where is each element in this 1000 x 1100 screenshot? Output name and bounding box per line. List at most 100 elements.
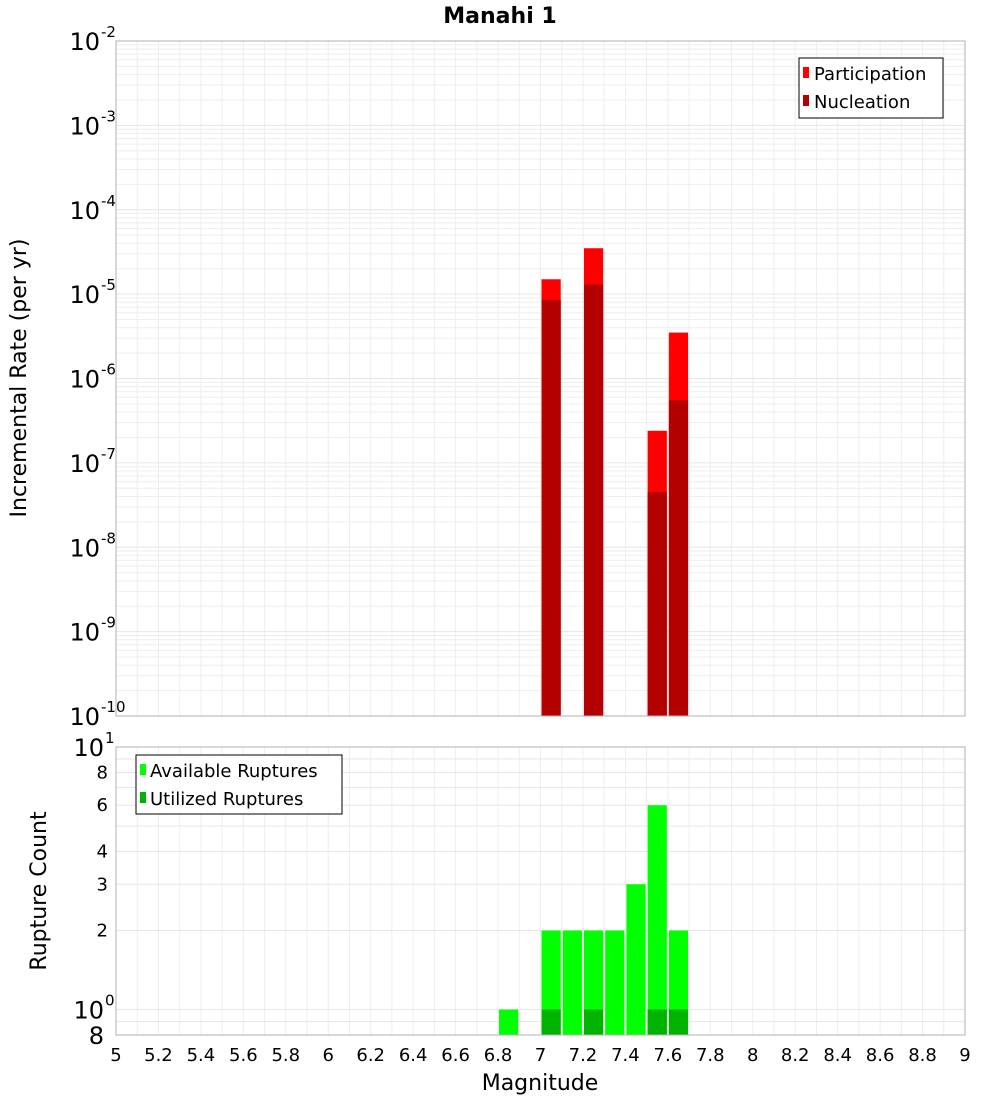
top-y-tick-base: 10 bbox=[69, 112, 100, 140]
available-ruptures-bar bbox=[541, 930, 561, 1035]
bottom-y-axis-title: Rupture Count bbox=[27, 811, 52, 971]
bottom-bars bbox=[499, 805, 689, 1035]
x-tick-label: 5.4 bbox=[187, 1045, 216, 1066]
x-tick-label: 5.2 bbox=[144, 1045, 173, 1066]
available-ruptures-bar bbox=[562, 930, 582, 1035]
bottom-y-tick-major: 10 1 bbox=[73, 729, 114, 762]
top-y-tick-base: 10 bbox=[69, 534, 100, 562]
bottom-y-tick-exp: 1 bbox=[105, 729, 115, 747]
top-y-tick-base: 10 bbox=[69, 450, 100, 478]
legend-swatch-available bbox=[140, 764, 146, 775]
top-y-tick-exp: -4 bbox=[101, 192, 116, 210]
x-tick-label: 7 bbox=[535, 1045, 546, 1066]
bottom-y-tick-exp: 0 bbox=[105, 992, 115, 1010]
top-y-tick: 10 -7 bbox=[69, 445, 116, 478]
bottom-y-tick-major: 8 bbox=[89, 1022, 104, 1050]
bottom-y-tick: 2 bbox=[97, 921, 108, 942]
top-grid bbox=[115, 41, 966, 717]
x-tick-label: 6.4 bbox=[399, 1045, 428, 1066]
x-tick-label: 7.6 bbox=[654, 1045, 683, 1066]
bottom-y-tick-major: 10 0 bbox=[73, 992, 114, 1025]
top-y-tick-base: 10 bbox=[69, 366, 100, 394]
top-y-tick: 10 -9 bbox=[69, 614, 116, 647]
top-y-tick-exp: -8 bbox=[101, 529, 116, 547]
top-y-tick: 10 -3 bbox=[69, 107, 116, 140]
bottom-legend-box bbox=[135, 754, 343, 815]
x-tick-label: 8.6 bbox=[866, 1045, 895, 1066]
top-legend: Participation Nucleation bbox=[798, 57, 944, 119]
top-y-tick-exp: -5 bbox=[101, 276, 116, 294]
top-y-tick-exp: -6 bbox=[101, 361, 116, 379]
available-ruptures-bar bbox=[647, 805, 667, 1035]
utilized-ruptures-bar bbox=[668, 1009, 689, 1035]
nucleation-bar bbox=[583, 284, 604, 716]
legend-swatch-utilized bbox=[140, 792, 146, 803]
top-y-tick: 10 -5 bbox=[69, 276, 116, 309]
available-ruptures-bar bbox=[583, 930, 604, 1035]
top-y-tick-exp: -2 bbox=[101, 23, 116, 41]
top-y-tick-exp: -9 bbox=[101, 614, 116, 632]
top-y-tick-base: 10 bbox=[69, 619, 100, 647]
legend-label-nucleation: Nucleation bbox=[814, 92, 910, 113]
x-ticks: 5 5.2 5.4 5.6 5.8 6 6.2 6.4 6.6 6.8 7 7.2 7.4 7.6 7.8 8… bbox=[110, 1045, 970, 1066]
top-y-tick-exp: -3 bbox=[101, 107, 116, 125]
utilized-ruptures-bar bbox=[583, 1009, 604, 1035]
x-tick-label: 7.2 bbox=[569, 1045, 598, 1066]
x-tick-label: 6.2 bbox=[356, 1045, 385, 1066]
x-tick-label: 8.8 bbox=[908, 1045, 937, 1066]
x-tick-label: 5.8 bbox=[271, 1045, 300, 1066]
nucleation-bar bbox=[647, 492, 667, 716]
nucleation-bar bbox=[668, 400, 689, 716]
bottom-legend: Available Ruptures Utilized Ruptures bbox=[135, 754, 343, 815]
bottom-y-tick-base: 10 bbox=[73, 997, 104, 1025]
x-axis-title: Magnitude bbox=[482, 1071, 599, 1096]
bottom-y-tick: 8 bbox=[97, 762, 108, 783]
top-y-tick: 10 -4 bbox=[69, 192, 116, 225]
top-y-tick-base: 10 bbox=[69, 28, 100, 56]
top-y-tick-exp: -10 bbox=[101, 698, 126, 716]
x-tick-label: 5.6 bbox=[229, 1045, 258, 1066]
x-tick-label: 9 bbox=[959, 1045, 970, 1066]
bottom-y-tick: 3 bbox=[97, 874, 108, 895]
top-plot-frame bbox=[115, 40, 966, 717]
top-y-tick-base: 10 bbox=[69, 281, 100, 309]
top-bars bbox=[541, 248, 689, 717]
available-ruptures-bar bbox=[626, 884, 646, 1035]
top-y-tick-base: 10 bbox=[69, 197, 100, 225]
top-legend-box bbox=[798, 57, 944, 119]
legend-label-utilized: Utilized Ruptures bbox=[150, 789, 303, 810]
x-tick-label: 6 bbox=[323, 1045, 334, 1066]
bottom-y-tick-base: 10 bbox=[73, 734, 104, 762]
top-y-ticks: 10-210-310-410-510-610-710-810-910-10 bbox=[69, 23, 125, 731]
bottom-y-tick-base: 8 bbox=[89, 1022, 104, 1050]
x-tick-label: 8.4 bbox=[823, 1045, 852, 1066]
available-ruptures-bar bbox=[499, 1009, 519, 1035]
x-tick-label: 5 bbox=[110, 1045, 121, 1066]
top-y-tick: 10 -8 bbox=[69, 529, 116, 562]
top-y-tick: 10 -6 bbox=[69, 361, 116, 394]
top-y-tick-base: 10 bbox=[69, 703, 100, 731]
legend-swatch-nucleation bbox=[803, 95, 809, 106]
top-y-tick: 10 -10 bbox=[69, 698, 125, 731]
available-ruptures-bar bbox=[605, 930, 625, 1035]
x-tick-label: 7.8 bbox=[696, 1045, 725, 1066]
bottom-y-tick: 6 bbox=[97, 795, 108, 816]
top-y-tick: 10 -2 bbox=[69, 23, 116, 56]
x-tick-label: 6.6 bbox=[441, 1045, 470, 1066]
available-ruptures-bar bbox=[668, 930, 689, 1035]
utilized-ruptures-bar bbox=[647, 1009, 667, 1035]
x-tick-label: 8.2 bbox=[781, 1045, 810, 1066]
nucleation-bar bbox=[541, 300, 561, 716]
chart-title: Manahi 1 bbox=[443, 4, 556, 29]
bottom-plot-frame bbox=[115, 746, 966, 1036]
top-y-axis-title: Incremental Rate (per yr) bbox=[7, 239, 32, 518]
utilized-ruptures-bar bbox=[541, 1009, 561, 1035]
legend-label-available: Available Ruptures bbox=[150, 761, 318, 782]
legend-label-participation: Participation bbox=[814, 64, 926, 85]
legend-swatch-participation bbox=[803, 67, 809, 78]
x-tick-label: 7.4 bbox=[611, 1045, 640, 1066]
top-y-tick-exp: -7 bbox=[101, 445, 116, 463]
x-tick-label: 6.8 bbox=[484, 1045, 513, 1066]
